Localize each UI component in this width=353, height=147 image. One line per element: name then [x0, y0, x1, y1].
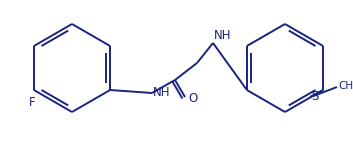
- Text: F: F: [29, 96, 35, 109]
- Text: NH: NH: [214, 29, 232, 42]
- Text: S: S: [311, 91, 318, 103]
- Text: CH₃: CH₃: [338, 81, 353, 91]
- Text: NH: NH: [153, 86, 170, 100]
- Text: O: O: [188, 92, 197, 106]
